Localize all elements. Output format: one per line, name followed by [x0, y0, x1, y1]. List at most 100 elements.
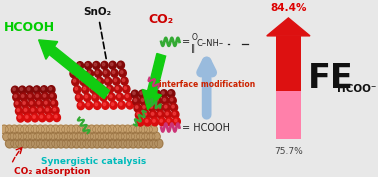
- Circle shape: [46, 114, 53, 122]
- Circle shape: [46, 108, 48, 111]
- Circle shape: [90, 79, 92, 82]
- Circle shape: [106, 85, 113, 93]
- Circle shape: [59, 132, 68, 141]
- Circle shape: [155, 97, 162, 105]
- Circle shape: [91, 87, 94, 90]
- Circle shape: [15, 107, 23, 115]
- Circle shape: [98, 125, 106, 134]
- Text: = HCOOH: = HCOOH: [182, 122, 230, 133]
- Text: FE: FE: [308, 62, 354, 95]
- Circle shape: [84, 94, 91, 102]
- Circle shape: [101, 95, 104, 98]
- Circle shape: [88, 78, 95, 85]
- Circle shape: [93, 95, 96, 98]
- Circle shape: [70, 132, 78, 141]
- Circle shape: [108, 125, 116, 134]
- Circle shape: [126, 132, 135, 141]
- Circle shape: [96, 71, 99, 74]
- Circle shape: [101, 61, 108, 69]
- Circle shape: [141, 104, 149, 112]
- Circle shape: [103, 69, 110, 77]
- Circle shape: [110, 95, 112, 98]
- Circle shape: [169, 97, 176, 105]
- Circle shape: [40, 86, 48, 94]
- Circle shape: [20, 88, 23, 90]
- Text: Synergistic catalysis: Synergistic catalysis: [40, 157, 146, 166]
- Circle shape: [49, 93, 56, 101]
- FancyBboxPatch shape: [276, 91, 301, 139]
- Circle shape: [62, 139, 70, 148]
- Circle shape: [17, 114, 24, 122]
- Circle shape: [146, 90, 153, 98]
- Circle shape: [85, 132, 93, 141]
- Circle shape: [139, 139, 147, 148]
- Circle shape: [73, 139, 81, 148]
- Circle shape: [73, 79, 76, 82]
- Circle shape: [112, 71, 115, 74]
- Circle shape: [42, 93, 49, 101]
- Circle shape: [164, 111, 172, 119]
- Circle shape: [43, 100, 50, 108]
- Circle shape: [137, 113, 139, 115]
- Circle shape: [77, 139, 86, 148]
- Circle shape: [157, 105, 160, 108]
- Circle shape: [52, 101, 54, 104]
- Circle shape: [77, 102, 85, 110]
- Circle shape: [170, 98, 173, 101]
- Circle shape: [94, 101, 101, 109]
- Circle shape: [81, 79, 84, 82]
- Circle shape: [175, 119, 177, 122]
- Circle shape: [172, 105, 174, 108]
- Text: HCOO⁻: HCOO⁻: [338, 84, 377, 94]
- Circle shape: [110, 101, 117, 109]
- Circle shape: [166, 112, 169, 115]
- Circle shape: [108, 139, 116, 148]
- Circle shape: [42, 87, 45, 90]
- Circle shape: [87, 103, 90, 106]
- Circle shape: [133, 92, 135, 95]
- Circle shape: [102, 63, 105, 66]
- Circle shape: [62, 125, 70, 134]
- Circle shape: [6, 139, 14, 148]
- Circle shape: [100, 93, 107, 101]
- Circle shape: [95, 103, 98, 106]
- Circle shape: [163, 98, 166, 101]
- Polygon shape: [267, 18, 310, 36]
- Text: SnO₂: SnO₂: [84, 7, 112, 59]
- Circle shape: [83, 87, 86, 90]
- Circle shape: [135, 111, 143, 119]
- Circle shape: [98, 139, 106, 148]
- Circle shape: [121, 77, 128, 85]
- Circle shape: [166, 118, 173, 126]
- Circle shape: [36, 100, 43, 108]
- Circle shape: [117, 61, 124, 69]
- Circle shape: [106, 132, 114, 141]
- Circle shape: [85, 95, 88, 98]
- Circle shape: [37, 101, 40, 104]
- Text: C–NH–: C–NH–: [197, 39, 224, 48]
- Circle shape: [132, 132, 139, 141]
- Circle shape: [142, 132, 150, 141]
- Circle shape: [51, 125, 60, 134]
- Circle shape: [138, 120, 141, 122]
- Circle shape: [173, 112, 176, 115]
- Circle shape: [36, 139, 45, 148]
- Circle shape: [147, 92, 150, 94]
- Circle shape: [85, 102, 93, 110]
- Circle shape: [121, 71, 123, 73]
- Circle shape: [43, 94, 46, 97]
- Text: O: O: [191, 33, 197, 42]
- Circle shape: [143, 106, 145, 108]
- Text: ‖: ‖: [191, 44, 195, 53]
- Circle shape: [50, 100, 58, 108]
- Circle shape: [33, 115, 36, 118]
- Circle shape: [156, 98, 158, 101]
- Circle shape: [113, 139, 122, 148]
- Circle shape: [88, 125, 96, 134]
- Circle shape: [15, 125, 24, 134]
- Circle shape: [131, 90, 139, 98]
- Circle shape: [136, 132, 145, 141]
- Circle shape: [10, 125, 19, 134]
- Circle shape: [93, 61, 100, 69]
- Circle shape: [26, 125, 34, 134]
